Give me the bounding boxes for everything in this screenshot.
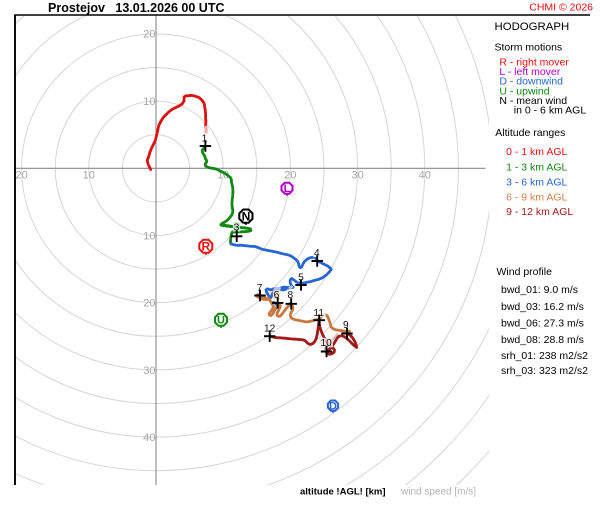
svg-text:30: 30	[143, 365, 155, 377]
svg-text:N - mean wind: N - mean wind	[499, 95, 567, 107]
svg-text:5: 5	[298, 272, 304, 283]
svg-text:altitude !AGL! [km]: altitude !AGL! [km]	[300, 487, 386, 498]
svg-text:R: R	[201, 240, 210, 254]
svg-text:bwd_06: 27.3 m/s: bwd_06: 27.3 m/s	[501, 318, 584, 330]
svg-text:Prostejov 13.01.2026 00 UTC: Prostejov 13.01.2026 00 UTC	[48, 1, 224, 15]
svg-text:30: 30	[351, 169, 363, 181]
svg-text:Altitude ranges: Altitude ranges	[495, 127, 565, 139]
svg-text:8: 8	[287, 290, 293, 301]
svg-text:1: 1	[202, 134, 208, 145]
svg-text:20: 20	[143, 29, 155, 41]
svg-text:10: 10	[143, 96, 155, 108]
svg-text:20: 20	[15, 169, 27, 181]
svg-text:HODOGRAPH: HODOGRAPH	[495, 21, 570, 33]
svg-text:12: 12	[264, 324, 276, 335]
svg-text:20: 20	[284, 169, 296, 181]
svg-text:srh_03: 323 m2/s2: srh_03: 323 m2/s2	[501, 365, 588, 377]
svg-text:10: 10	[143, 231, 155, 243]
svg-text:6: 6	[274, 290, 280, 301]
svg-text:L: L	[284, 183, 291, 195]
svg-text:4: 4	[314, 248, 320, 259]
svg-text:0 - 1 km AGL: 0 - 1 km AGL	[506, 146, 567, 158]
svg-text:9: 9	[343, 320, 349, 331]
svg-text:in 0 - 6 km AGL: in 0 - 6 km AGL	[514, 105, 587, 117]
svg-text:bwd_01: 9.0 m/s: bwd_01: 9.0 m/s	[501, 284, 578, 296]
svg-text:10: 10	[83, 169, 95, 181]
svg-text:CHMI © 2026: CHMI © 2026	[529, 1, 593, 13]
svg-text:U - upwind: U - upwind	[499, 85, 549, 97]
svg-text:Storm motions: Storm motions	[495, 42, 563, 54]
svg-text:wind speed [m/s]: wind speed [m/s]	[400, 487, 476, 498]
svg-text:bwd_03: 16.2 m/s: bwd_03: 16.2 m/s	[501, 301, 584, 313]
svg-text:L - left mover: L - left mover	[499, 66, 560, 78]
svg-text:7: 7	[257, 283, 263, 294]
svg-text:6 - 9 km AGL: 6 - 9 km AGL	[506, 191, 567, 203]
svg-text:srh_01: 238 m2/s2: srh_01: 238 m2/s2	[501, 350, 588, 362]
svg-text:R - right mover: R - right mover	[499, 56, 569, 68]
svg-text:10: 10	[321, 338, 333, 349]
svg-text:9 - 12 km AGL: 9 - 12 km AGL	[506, 206, 573, 218]
svg-text:40: 40	[419, 169, 431, 181]
svg-text:3 - 6 km AGL: 3 - 6 km AGL	[506, 177, 567, 189]
svg-text:40: 40	[143, 432, 155, 444]
svg-text:3: 3	[234, 222, 240, 233]
svg-text:N: N	[242, 209, 251, 223]
svg-text:bwd_08: 28.8 m/s: bwd_08: 28.8 m/s	[501, 334, 584, 346]
svg-text:Wind profile: Wind profile	[497, 266, 553, 278]
svg-text:11: 11	[313, 308, 324, 319]
svg-text:D - downwind: D - downwind	[499, 76, 563, 88]
svg-text:U: U	[217, 315, 225, 327]
svg-text:20: 20	[143, 298, 155, 310]
svg-text:1 - 3 km AGL: 1 - 3 km AGL	[506, 161, 567, 173]
svg-text:D: D	[329, 400, 337, 412]
